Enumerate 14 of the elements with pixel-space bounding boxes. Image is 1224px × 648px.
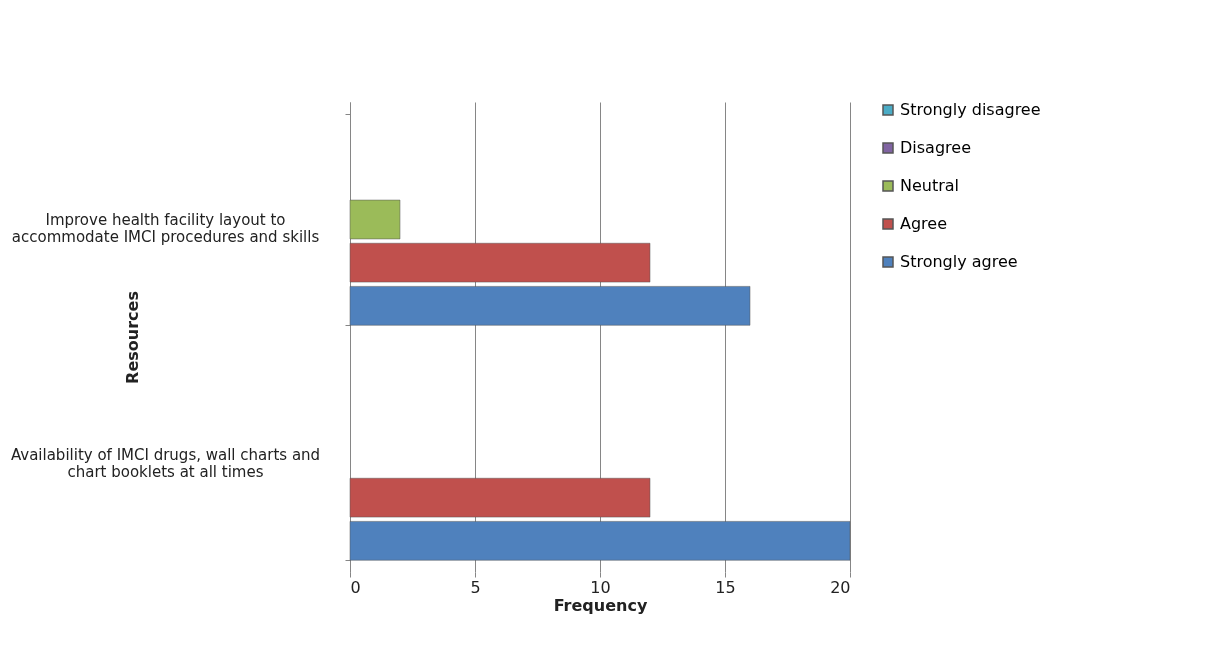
y-tick-label: Improve health facility layout to accommodate IMCI procedures and skills — [11, 211, 320, 246]
legend-label: Disagree — [900, 138, 971, 157]
x-tick-label: 10 — [590, 577, 611, 597]
legend-label: Agree — [900, 214, 948, 233]
legend-label: Neutral — [900, 176, 960, 195]
legend-label: Strongly agree — [900, 252, 1018, 271]
x-tick-label: 5 — [470, 577, 481, 597]
y-axis-title: Resources — [122, 291, 142, 384]
x-axis-title: Frequency — [553, 595, 648, 615]
y-tick-label: Availability of IMCI drugs, wall charts and chart booklets at all times — [10, 446, 321, 481]
x-tick-label: 20 — [830, 577, 851, 597]
x-tick-label: 15 — [715, 577, 736, 597]
legend-label: Strongly disagree — [900, 100, 1041, 119]
x-tick-label: 0 — [350, 577, 361, 597]
